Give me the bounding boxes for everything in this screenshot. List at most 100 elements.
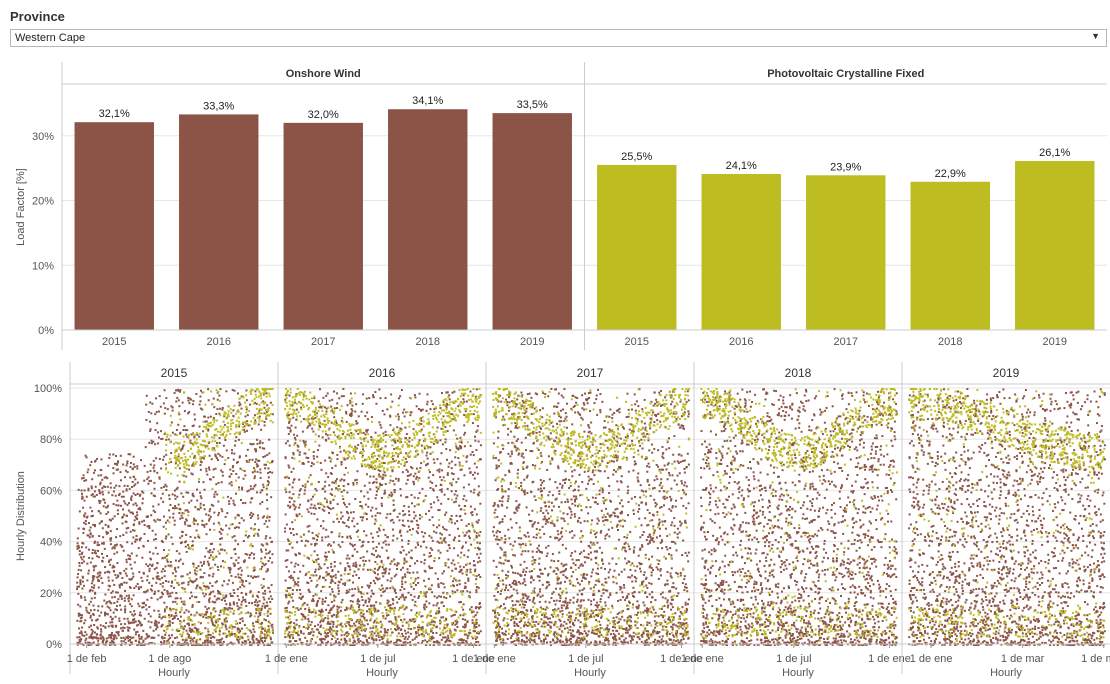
scatter-point-wind [171, 409, 174, 412]
scatter-point-wind [372, 642, 375, 645]
scatter-point-wind [191, 604, 194, 607]
scatter-point-wind [388, 568, 391, 571]
scatter-point-wind [221, 406, 224, 409]
scatter-point-wind [369, 568, 372, 571]
scatter-point-wind [289, 640, 292, 643]
scatter-point-wind [298, 506, 301, 509]
scatter-point-wind [364, 560, 367, 563]
bar-pv-2018[interactable] [910, 181, 990, 330]
scatter-point-wind [120, 636, 123, 639]
scatter-point-wind [378, 421, 381, 424]
scatter-point-wind [421, 639, 424, 642]
scatter-point-wind [409, 473, 412, 476]
scatter-point-wind [101, 640, 104, 643]
scatter-point-wind [229, 603, 232, 606]
bar-wind-2016[interactable] [179, 114, 259, 330]
scatter-point-wind [331, 635, 334, 638]
bar-wind-2019[interactable] [492, 113, 572, 330]
scatter-point-wind [199, 495, 202, 498]
scatter-point-wind [102, 636, 105, 639]
bar-pv-2017[interactable] [806, 175, 886, 330]
bar-pv-2019[interactable] [1015, 161, 1095, 330]
scatter-point-wind [175, 614, 178, 617]
scatter-point-wind [333, 481, 336, 484]
scatter-point-wind [270, 624, 273, 627]
scatter-point-wind [261, 501, 264, 504]
scatter-point-wind [356, 470, 359, 473]
bar-pv-2015[interactable] [597, 164, 677, 330]
scatter-point-pv [237, 416, 240, 419]
scatter-point-wind [116, 551, 119, 554]
scatter-point-pv [252, 593, 255, 596]
scatter-point-wind [465, 524, 468, 527]
scatter-point-wind [393, 558, 396, 561]
scatter-point-wind [187, 583, 190, 586]
scatter-point-wind [214, 630, 217, 633]
scatter-point-wind [321, 539, 324, 542]
scatter-point-wind [93, 490, 96, 493]
scatter-point-wind [84, 619, 87, 622]
scatter-point-pv [200, 588, 203, 591]
scatter-point-pv [210, 390, 213, 393]
scatter-point-wind [206, 611, 209, 614]
scatter-point-wind [436, 458, 439, 461]
scatter-point-wind [205, 547, 208, 550]
scatter-point-wind [158, 436, 161, 439]
scatter-point-wind [137, 623, 140, 626]
scatter-point-wind [192, 630, 195, 633]
scatter-point-wind [433, 641, 436, 644]
scatter-point-pv [194, 462, 197, 465]
scatter-point-wind [452, 473, 455, 476]
scatter-point-wind [411, 618, 414, 621]
bar-wind-2015[interactable] [74, 122, 154, 330]
scatter-point-wind [98, 522, 101, 525]
scatter-point-pv [250, 543, 253, 546]
scatter-point-wind [258, 600, 261, 603]
scatter-point-wind [386, 408, 389, 411]
bar-wind-2018[interactable] [388, 109, 468, 330]
scatter-point-wind [184, 545, 187, 548]
scatter-point-wind [202, 504, 205, 507]
scatter-point-wind [248, 556, 251, 559]
bar-wind-2017[interactable] [283, 122, 363, 330]
scatter-point-wind [458, 601, 461, 604]
scatter-point-pv [211, 403, 214, 406]
scatter-point-wind [214, 610, 217, 613]
scatter-point-wind [304, 486, 307, 489]
scatter-point-wind [296, 541, 299, 544]
scatter-point-wind [269, 612, 272, 615]
scatter-point-wind [111, 625, 114, 628]
scatter-point-wind [437, 607, 440, 610]
scatter-point-wind [429, 446, 432, 449]
scatter-y-tick-label: 80% [40, 434, 62, 446]
scatter-point-wind [238, 425, 241, 428]
scatter-point-pv [224, 458, 227, 461]
bar-pv-2016[interactable] [701, 173, 781, 330]
scatter-point-pv [218, 627, 221, 630]
scatter-point-pv [193, 630, 196, 633]
scatter-point-wind [473, 570, 476, 573]
scatter-point-pv [188, 441, 191, 444]
scatter-point-pv [235, 424, 238, 427]
scatter-point-wind [460, 468, 463, 471]
scatter-point-wind [95, 636, 98, 639]
scatter-point-pv [197, 633, 200, 636]
scatter-point-wind [238, 606, 241, 609]
scatter-point-wind [212, 572, 215, 575]
scatter-point-wind [108, 600, 111, 603]
scatter-point-wind [295, 623, 298, 626]
scatter-point-wind [359, 640, 362, 643]
scatter-point-pv [165, 467, 168, 470]
scatter-point-pv [266, 612, 269, 615]
scatter-point-wind [366, 643, 369, 646]
scatter-point-wind [292, 637, 295, 640]
scatter-point-wind [304, 440, 307, 443]
scatter-point-wind [328, 622, 331, 625]
province-dropdown[interactable]: Western Cape ▼ [10, 29, 1107, 47]
scatter-point-wind [80, 477, 83, 480]
scatter-point-wind [97, 549, 100, 552]
scatter-point-wind [125, 558, 128, 561]
scatter-point-wind [181, 582, 184, 585]
scatter-point-wind [340, 578, 343, 581]
scatter-point-wind [479, 575, 482, 578]
